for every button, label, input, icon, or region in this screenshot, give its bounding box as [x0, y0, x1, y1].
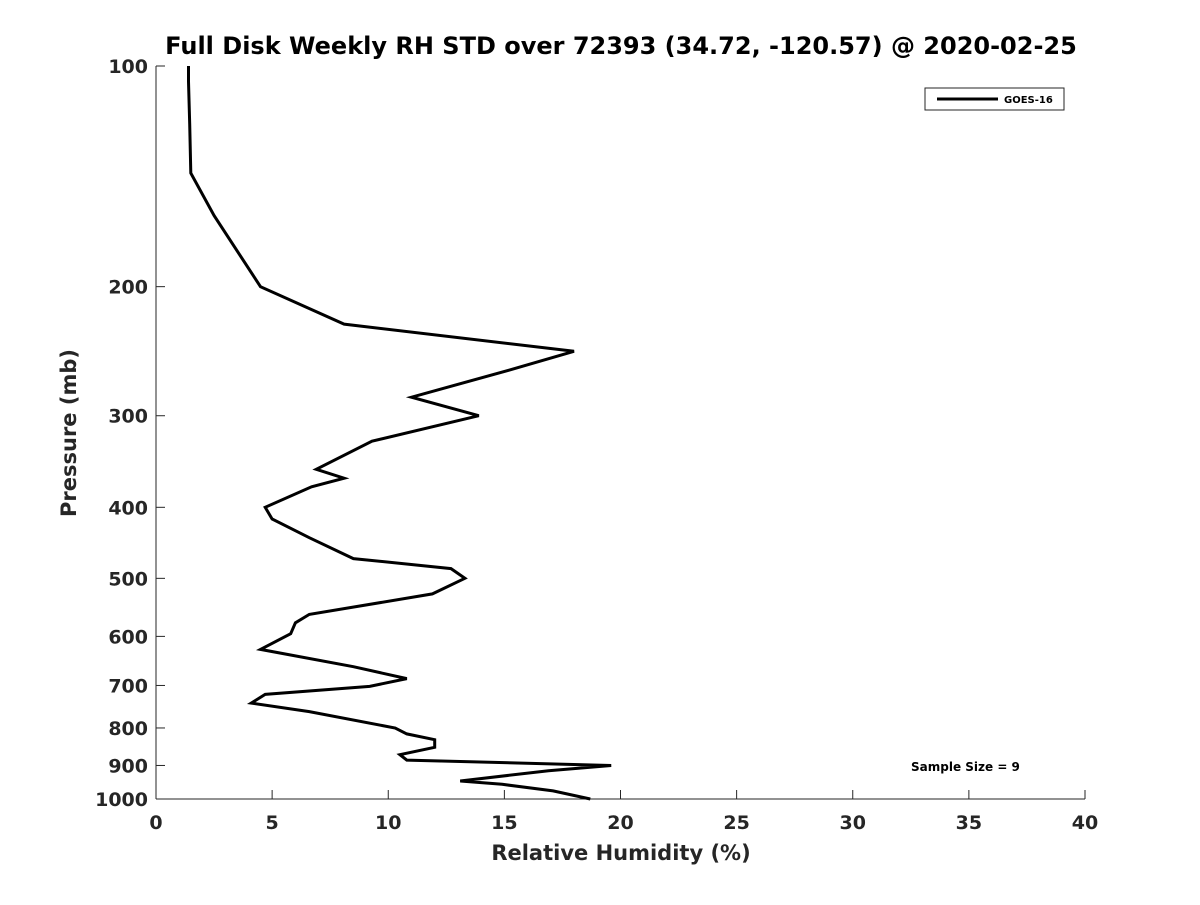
- y-tick-label: 400: [108, 497, 148, 519]
- x-tick-label: 20: [607, 812, 633, 834]
- y-tick-label: 1000: [95, 789, 148, 811]
- x-tick-label: 5: [266, 812, 279, 834]
- y-tick-label: 700: [108, 675, 148, 697]
- series-line-goes-16: [187, 66, 612, 801]
- legend-label-goes-16: GOES-16: [1004, 95, 1053, 106]
- y-tick-label: 100: [108, 56, 148, 78]
- series-layer: [187, 66, 612, 801]
- x-tick-label: 30: [840, 812, 866, 834]
- x-tick-label: 25: [723, 812, 749, 834]
- chart-title: Full Disk Weekly RH STD over 72393 (34.7…: [165, 32, 1077, 60]
- y-tick-label: 500: [108, 568, 148, 590]
- y-axis-ticks: 100 200 300 400 500 600 700 800 900 1000: [95, 56, 165, 811]
- x-tick-label: 15: [491, 812, 517, 834]
- sample-size-annotation: Sample Size = 9: [911, 760, 1020, 774]
- plot-area: [156, 66, 1085, 799]
- y-tick-label: 600: [108, 626, 148, 648]
- y-axis-label: Pressure (mb): [57, 349, 81, 517]
- legend: GOES-16: [924, 87, 1065, 111]
- y-tick-label: 200: [108, 277, 148, 299]
- x-axis-ticks: 0 5 10 15 20 25 30 35 40: [149, 790, 1098, 834]
- x-tick-label: 40: [1072, 812, 1098, 834]
- y-tick-label: 300: [108, 406, 148, 428]
- y-tick-label: 900: [108, 755, 148, 777]
- x-tick-label: 35: [956, 812, 982, 834]
- x-tick-label: 0: [149, 812, 162, 834]
- x-tick-label: 10: [375, 812, 401, 834]
- y-tick-label: 800: [108, 718, 148, 740]
- x-axis-label: Relative Humidity (%): [491, 841, 750, 865]
